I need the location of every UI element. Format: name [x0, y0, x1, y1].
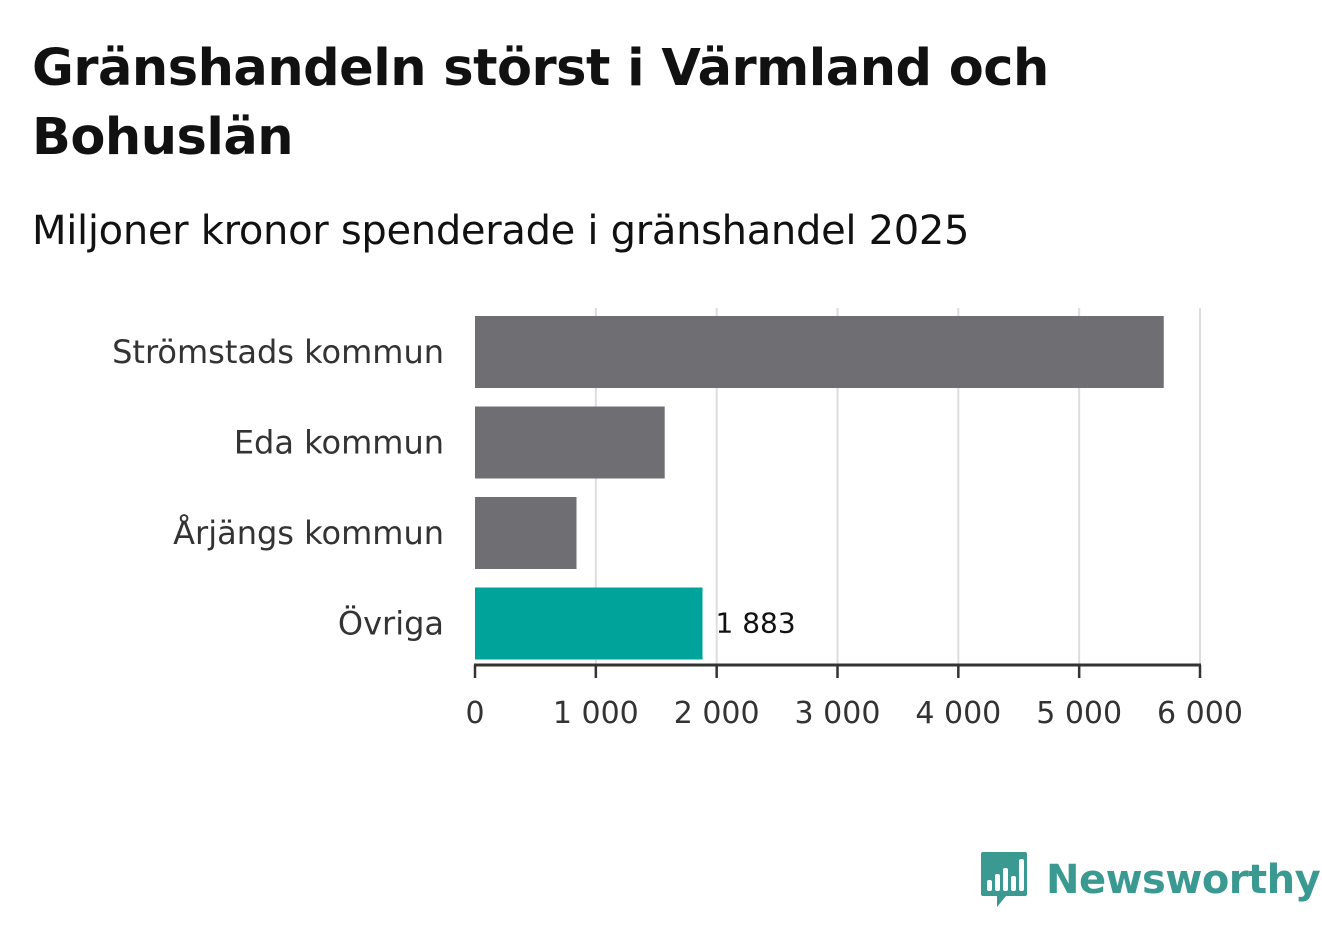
bar-1	[475, 406, 665, 479]
chart-title: Gränshandeln störst i Värmland och Bohus…	[32, 39, 1049, 167]
axis-layer: 0 1 000 2 000 3 000 4 000 5 000 6 000	[465, 663, 1243, 731]
category-label: Strömstads kommun	[112, 333, 444, 371]
x-tick-label: 6 000	[1157, 696, 1243, 731]
category-label: Eda kommun	[234, 424, 444, 462]
category-label: Årjängs kommun	[173, 514, 444, 552]
newsworthy-logo-text: Newsworthy	[1046, 857, 1321, 903]
x-tick-label: 3 000	[795, 696, 881, 731]
newsworthy-logo: Newsworthy	[980, 850, 1321, 910]
bar-3	[475, 587, 703, 660]
newsworthy-bar-chart-icon	[981, 852, 1027, 907]
category-label: Övriga	[338, 605, 444, 643]
data-label: 1 883	[716, 607, 796, 640]
bar-0	[475, 316, 1164, 388]
chart-subtitle: Miljoner kronor spenderade i gränshandel…	[32, 208, 970, 254]
x-tick-label: 0	[465, 696, 484, 731]
bar-chart: Strömstads kommun Eda kommun Årjängs kommu…	[112, 308, 1243, 731]
label-layer: Strömstads kommun Eda kommun Årjängs kommu…	[112, 333, 796, 643]
bar-2	[475, 497, 577, 569]
bar-layer	[475, 316, 1164, 660]
x-tick-label: 2 000	[674, 696, 760, 731]
x-tick-label: 1 000	[553, 696, 639, 731]
x-tick-label: 4 000	[915, 696, 1001, 731]
x-tick-label: 5 000	[1036, 696, 1122, 731]
